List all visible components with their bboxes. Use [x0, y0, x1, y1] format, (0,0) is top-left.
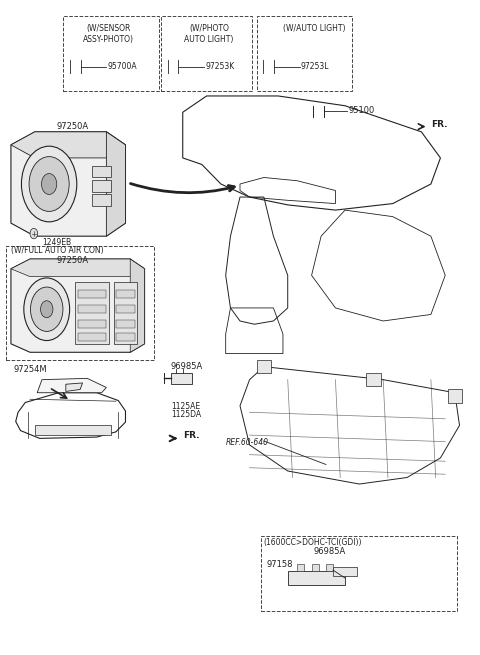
Polygon shape	[11, 132, 125, 158]
Text: 1125AE: 1125AE	[171, 402, 200, 411]
Bar	[75, 282, 109, 344]
Circle shape	[40, 301, 53, 318]
Circle shape	[41, 174, 57, 195]
Text: 97158: 97158	[266, 560, 293, 569]
Bar	[257, 360, 271, 373]
Polygon shape	[37, 379, 107, 393]
Bar	[312, 564, 319, 571]
Bar	[92, 166, 111, 178]
Bar	[78, 290, 107, 298]
Text: 97253L: 97253L	[300, 62, 329, 71]
Bar	[114, 282, 137, 344]
Text: 97250A: 97250A	[56, 122, 88, 130]
Circle shape	[31, 287, 63, 331]
Bar	[288, 571, 345, 585]
Text: FR.: FR.	[183, 431, 199, 440]
Bar	[116, 305, 135, 313]
Polygon shape	[11, 132, 125, 236]
Text: (1600CC>DOHC-TCI(GDI)): (1600CC>DOHC-TCI(GDI))	[264, 538, 362, 546]
Circle shape	[29, 157, 69, 212]
Text: 95700A: 95700A	[108, 62, 137, 71]
Polygon shape	[107, 132, 125, 236]
Text: 97254M: 97254M	[13, 365, 47, 375]
Bar	[333, 567, 357, 576]
Bar	[92, 180, 111, 192]
Bar	[171, 373, 192, 384]
Bar	[78, 333, 107, 341]
Bar	[116, 320, 135, 328]
Text: 1125DA: 1125DA	[171, 411, 201, 419]
Polygon shape	[130, 259, 144, 352]
Bar	[297, 564, 304, 571]
Text: 97253K: 97253K	[205, 62, 234, 71]
Bar	[366, 373, 381, 386]
Polygon shape	[35, 425, 111, 435]
Text: (W/SENSOR
ASSY-PHOTO): (W/SENSOR ASSY-PHOTO)	[83, 24, 134, 44]
Bar	[78, 320, 107, 328]
Text: 1249EB: 1249EB	[42, 238, 71, 247]
Bar	[116, 290, 135, 298]
Text: FR.: FR.	[431, 119, 447, 128]
Text: 96985A: 96985A	[171, 362, 203, 371]
Text: 95100: 95100	[349, 107, 375, 115]
Bar	[447, 390, 462, 403]
Text: (W/PHOTO
AUTO LIGHT): (W/PHOTO AUTO LIGHT)	[184, 24, 234, 44]
Bar	[326, 564, 333, 571]
Bar	[116, 333, 135, 341]
Text: 96985A: 96985A	[314, 548, 346, 556]
Polygon shape	[66, 383, 83, 392]
Circle shape	[24, 278, 70, 341]
Bar	[92, 195, 111, 206]
Text: (W/AUTO LIGHT): (W/AUTO LIGHT)	[283, 24, 345, 33]
Bar	[78, 305, 107, 313]
Circle shape	[22, 146, 77, 222]
Text: REF.60-640: REF.60-640	[226, 438, 269, 447]
Polygon shape	[11, 259, 144, 352]
Circle shape	[30, 229, 37, 239]
Polygon shape	[11, 259, 144, 276]
Text: 97250A: 97250A	[56, 255, 88, 265]
Text: (W/FULL AUTO AIR CON): (W/FULL AUTO AIR CON)	[11, 246, 104, 255]
